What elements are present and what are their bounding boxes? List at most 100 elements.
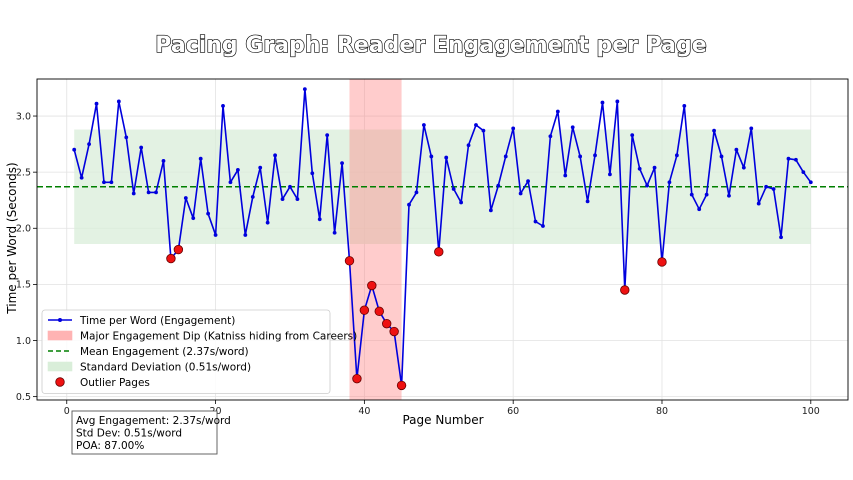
data-point [444, 155, 449, 160]
data-point [87, 142, 91, 146]
stats-line: POA: 87.00% [76, 440, 144, 452]
legend-patch-key [47, 361, 73, 372]
data-point [645, 183, 650, 188]
y-tick-label: 3.0 [16, 111, 31, 122]
plot-area: 0204060801000.51.01.52.02.53.0 [16, 78, 849, 417]
legend: Time per Word (Engagement) Major Engageme… [41, 309, 357, 394]
data-point [533, 219, 538, 224]
data-point [727, 193, 731, 198]
x-tick-label: 0 [64, 406, 70, 417]
data-point [429, 154, 434, 159]
data-point [503, 154, 508, 159]
stats-line: Avg Engagement: 2.37s/word [76, 415, 231, 427]
legend-marker-key [58, 318, 62, 322]
data-point [94, 101, 99, 106]
data-point [407, 202, 411, 207]
data-point [779, 235, 783, 240]
data-point [511, 126, 516, 131]
data-point [704, 192, 709, 197]
data-point [198, 156, 203, 161]
data-point [808, 180, 813, 185]
data-point [124, 135, 129, 140]
data-point [213, 233, 218, 237]
data-point [109, 180, 114, 185]
data-point [414, 190, 419, 195]
data-point [250, 194, 255, 199]
outlier-point [359, 305, 370, 315]
legend-frame [41, 309, 331, 394]
data-point [555, 109, 560, 114]
legend-label: Standard Deviation (0.51s/word) [80, 361, 251, 373]
data-point [652, 165, 657, 170]
data-point [146, 190, 151, 195]
y-tick-label: 1.0 [16, 336, 31, 347]
outlier-point [344, 256, 355, 266]
outlier-point [173, 244, 184, 255]
stats-box-frame [71, 410, 218, 455]
data-point [288, 184, 292, 189]
data-point [332, 230, 337, 235]
plot-frame [36, 78, 849, 401]
data-point [206, 211, 211, 216]
outlier-point [381, 318, 392, 329]
data-point [697, 207, 702, 212]
data-point [756, 201, 761, 206]
x-tick-label: 100 [802, 406, 820, 417]
stats-line: Std Dev: 0.51s/word [76, 428, 182, 440]
data-point [466, 143, 471, 148]
data-point [496, 183, 501, 188]
legend-circle-key [55, 377, 65, 387]
outlier-point [374, 306, 384, 317]
y-tick-label: 1.5 [16, 280, 31, 291]
data-point [548, 134, 553, 139]
outlier-point [657, 257, 667, 267]
data-point [600, 100, 605, 105]
data-point [243, 233, 248, 237]
engagement-dip-region [349, 79, 402, 400]
data-point [265, 220, 270, 225]
data-point [585, 199, 590, 204]
outlier-point [389, 326, 399, 337]
data-point [794, 157, 798, 162]
data-point [481, 128, 486, 133]
data-point [526, 179, 530, 184]
legend-label: Outlier Pages [80, 377, 150, 389]
data-point [771, 187, 776, 191]
data-point [764, 184, 769, 189]
data-point [459, 200, 464, 205]
y-tick-label: 2.5 [16, 167, 31, 178]
data-point [116, 99, 121, 104]
data-point [474, 123, 478, 127]
data-point [258, 165, 263, 170]
data-point [593, 153, 597, 158]
outlier-point [166, 253, 176, 264]
legend-label: Mean Engagement (2.37s/word) [80, 346, 249, 358]
data-point [154, 190, 158, 195]
x-tick-label: 60 [507, 406, 519, 417]
data-point [325, 133, 330, 138]
legend-patch-key [47, 330, 73, 341]
data-point [183, 196, 188, 200]
data-point [801, 170, 806, 175]
data-point [637, 166, 642, 171]
data-point [518, 191, 523, 196]
outlier-point [352, 373, 362, 384]
data-point [79, 175, 84, 180]
outlier-point [620, 285, 630, 295]
data-point [712, 128, 716, 133]
engagement-line [73, 88, 812, 387]
data-point [421, 123, 426, 127]
data-point [674, 153, 679, 158]
data-point [608, 172, 612, 177]
data-point [295, 197, 300, 201]
data-point [139, 145, 144, 150]
data-point [161, 159, 166, 163]
data-point [302, 87, 307, 92]
data-point [570, 125, 575, 130]
data-point [689, 192, 694, 197]
chart-title: Pacing Graph: Reader Engagement per Page [155, 33, 706, 58]
data-point [741, 165, 746, 170]
data-point [72, 147, 77, 152]
y-tick-label: 2.0 [16, 224, 31, 235]
